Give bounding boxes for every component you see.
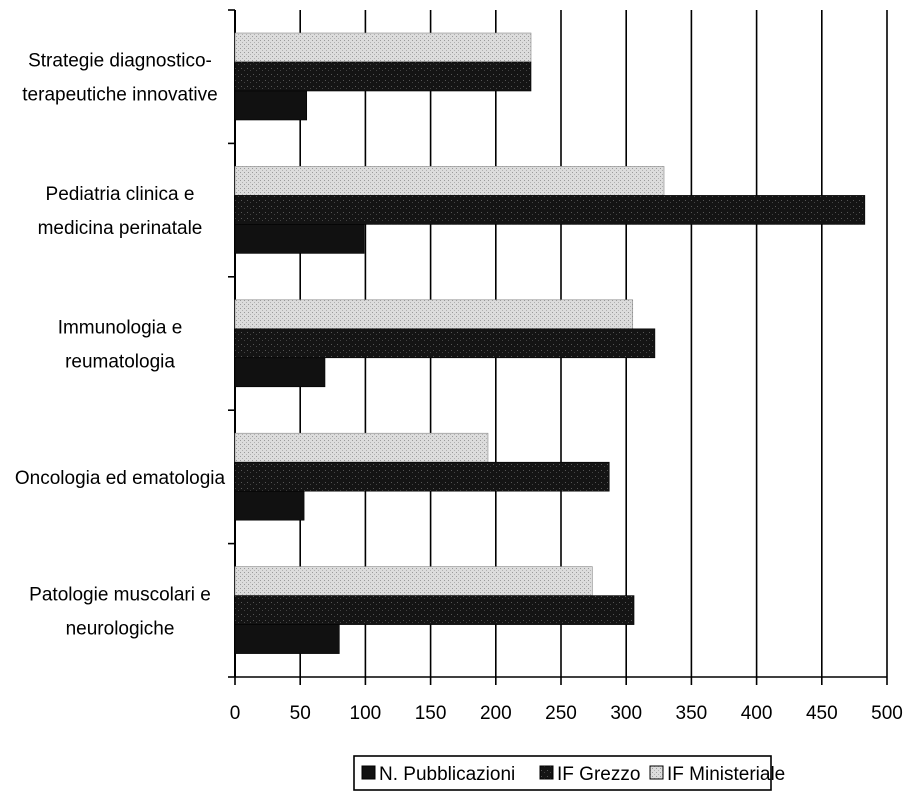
x-tick-label: 350 (676, 703, 708, 724)
category-label: Patologie muscolari e (29, 584, 211, 605)
category-label: reumatologia (65, 352, 175, 373)
legend-label: IF Ministeriale (667, 764, 785, 785)
bar-if-grezzo (234, 595, 635, 625)
legend-swatch (649, 765, 664, 780)
x-tick-label: 300 (610, 703, 642, 724)
bar-n-pubblicazioni (234, 357, 326, 388)
bar-if-grezzo (234, 461, 610, 492)
x-tick-label: 400 (741, 703, 773, 724)
category-label: medicina perinatale (38, 218, 203, 239)
bar-if-ministeriale (234, 32, 532, 63)
x-tick-label: 100 (350, 703, 382, 724)
bar-n-pubblicazioni (234, 90, 308, 121)
bar-if-grezzo (234, 61, 532, 92)
bar-if-ministeriale (234, 299, 634, 330)
bar-if-ministeriale (234, 166, 665, 196)
legend-label: IF Grezzo (557, 764, 640, 785)
x-tick-label: 50 (290, 703, 311, 724)
bar-if-ministeriale (234, 566, 593, 596)
category-label: Oncologia ed ematologia (15, 468, 226, 489)
legend-swatch (361, 765, 376, 780)
bar-if-grezzo (234, 328, 656, 359)
bars (234, 32, 866, 654)
x-tick-label: 0 (230, 703, 241, 724)
category-label: Immunologia e (58, 318, 183, 339)
category-label: Strategie diagnostico- (28, 51, 212, 72)
bar-n-pubblicazioni (234, 490, 305, 521)
legend-box (353, 755, 772, 791)
category-label: neurologiche (66, 618, 175, 639)
axis-labels: 0 50 100 150 200 250 300 350 400 450 500 Strategie … (15, 51, 903, 724)
bar-if-grezzo (234, 195, 866, 225)
category-label: terapeutiche innovative (22, 85, 217, 106)
x-tick-label: 450 (806, 703, 838, 724)
bar-n-pubblicazioni (234, 224, 365, 254)
category-label: Pediatria clinica e (46, 184, 195, 205)
x-tick-label: 200 (480, 703, 512, 724)
bar-if-ministeriale (234, 432, 489, 463)
x-tick-label: 500 (871, 703, 903, 724)
x-tick-label: 150 (415, 703, 447, 724)
legend-label: N. Pubblicazioni (379, 764, 515, 785)
legend-swatch (539, 765, 554, 780)
bar-n-pubblicazioni (234, 624, 340, 654)
legend: N. Pubblicazioni IF Grezzo IF Ministeriale (353, 755, 785, 791)
x-tick-label: 250 (545, 703, 577, 724)
